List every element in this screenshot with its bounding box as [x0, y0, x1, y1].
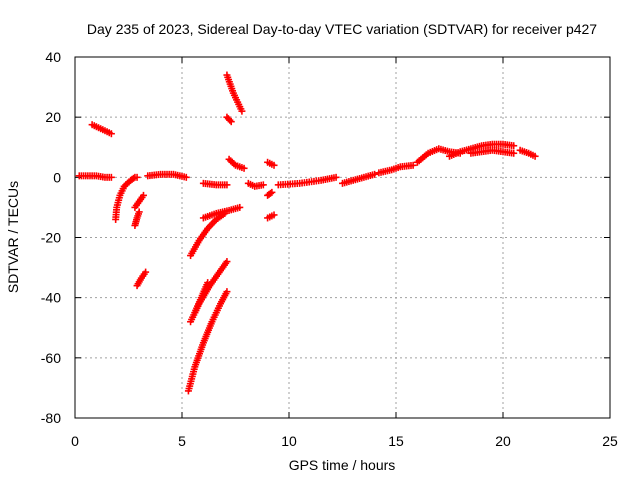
data-point	[142, 268, 150, 276]
data-point	[204, 279, 212, 287]
y-tick-label: 20	[45, 109, 61, 125]
y-tick-label: 40	[45, 49, 61, 65]
data-point	[135, 208, 143, 216]
chart-title: Day 235 of 2023, Sidereal Day-to-day VTE…	[87, 21, 597, 37]
data-point	[223, 258, 231, 266]
y-axis-label: SDTVAR / TECUs	[5, 181, 21, 293]
data-point	[371, 170, 379, 178]
x-tick-label: 25	[602, 433, 618, 449]
data-point	[133, 173, 141, 181]
data-point	[531, 152, 539, 160]
x-tick-label: 20	[495, 433, 511, 449]
data-point	[270, 161, 278, 169]
data-point	[268, 188, 276, 196]
grid-lines	[75, 57, 610, 418]
data-point	[139, 191, 147, 199]
data-point	[332, 173, 340, 181]
data-point	[227, 118, 235, 126]
data-point	[236, 203, 244, 211]
data-point	[238, 107, 246, 115]
data-point	[223, 288, 231, 296]
data-point	[266, 189, 274, 197]
y-tick-label: 0	[53, 169, 61, 185]
data-points	[75, 71, 539, 395]
data-point	[409, 161, 417, 169]
data-point	[510, 142, 518, 150]
data-point	[226, 116, 234, 124]
x-tick-label: 0	[71, 433, 79, 449]
y-tick-label: -60	[41, 350, 61, 366]
y-tick-label: -20	[41, 230, 61, 246]
data-point	[182, 173, 190, 181]
x-tick-label: 15	[388, 433, 404, 449]
x-tick-label: 5	[178, 433, 186, 449]
data-point	[240, 164, 248, 172]
x-axis-label: GPS time / hours	[289, 457, 396, 473]
data-point	[223, 181, 231, 189]
data-point	[107, 130, 115, 138]
x-tick-label: 10	[281, 433, 297, 449]
data-point	[510, 149, 518, 157]
data-point	[270, 211, 278, 219]
y-tick-label: -40	[41, 290, 61, 306]
axis-ticks: 0 5 10 15 20 25 -80 -60 -40 -20 0 20 40	[41, 49, 618, 449]
data-point	[107, 173, 115, 181]
data-point	[129, 174, 137, 182]
y-tick-label: -80	[41, 410, 61, 426]
data-point	[259, 181, 267, 189]
